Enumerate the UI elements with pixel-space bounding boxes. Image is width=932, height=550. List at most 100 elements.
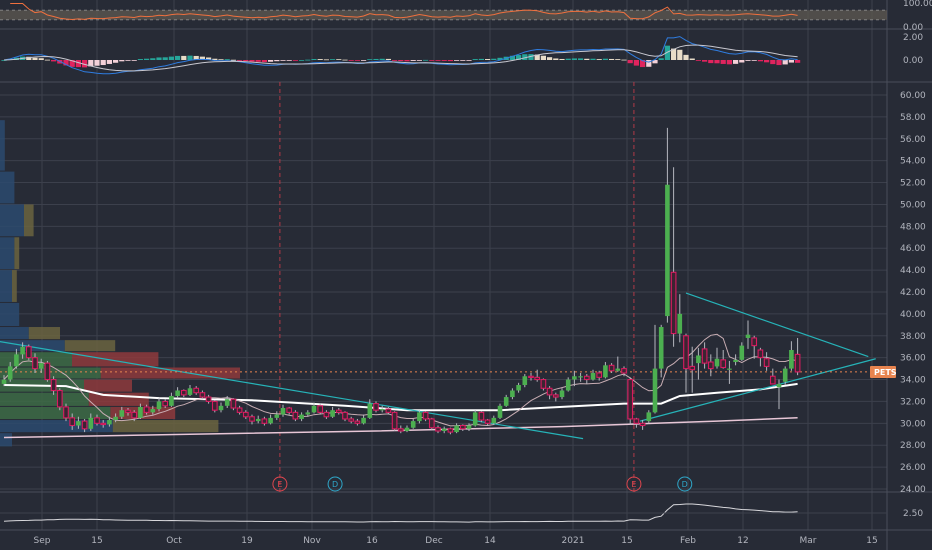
candle[interactable] bbox=[608, 363, 615, 373]
candle[interactable] bbox=[522, 374, 528, 388]
candle[interactable] bbox=[63, 403, 69, 422]
candle[interactable] bbox=[113, 413, 118, 423]
candle[interactable] bbox=[472, 410, 478, 427]
dividend-marker[interactable] bbox=[677, 476, 693, 492]
candle[interactable] bbox=[44, 360, 51, 382]
candle[interactable] bbox=[205, 394, 212, 404]
dividend-marker[interactable] bbox=[327, 476, 343, 492]
candle[interactable] bbox=[707, 354, 714, 377]
trendline[interactable] bbox=[639, 358, 876, 422]
candle[interactable] bbox=[162, 399, 169, 408]
candle[interactable] bbox=[789, 341, 794, 371]
candle[interactable] bbox=[218, 402, 224, 413]
candle[interactable] bbox=[763, 352, 770, 371]
candle[interactable] bbox=[701, 342, 708, 369]
candle[interactable] bbox=[794, 337, 801, 376]
candle[interactable] bbox=[714, 347, 720, 369]
candle[interactable] bbox=[131, 410, 138, 422]
candle[interactable] bbox=[224, 395, 230, 408]
candle[interactable] bbox=[1, 375, 7, 387]
candle[interactable] bbox=[255, 415, 261, 424]
candle[interactable] bbox=[119, 406, 125, 419]
candle[interactable] bbox=[782, 366, 788, 386]
candle[interactable] bbox=[670, 167, 677, 347]
candle[interactable] bbox=[583, 374, 590, 384]
candle[interactable] bbox=[552, 392, 559, 402]
candle[interactable] bbox=[25, 344, 32, 360]
candle[interactable] bbox=[683, 333, 689, 393]
candle[interactable] bbox=[323, 410, 330, 419]
candle[interactable] bbox=[305, 410, 311, 417]
candle[interactable] bbox=[69, 413, 76, 430]
candle[interactable] bbox=[652, 324, 658, 414]
candle[interactable] bbox=[261, 416, 268, 426]
candle[interactable] bbox=[81, 418, 88, 433]
candle[interactable] bbox=[20, 342, 25, 359]
candle[interactable] bbox=[236, 405, 243, 415]
candle[interactable] bbox=[410, 418, 416, 429]
candle[interactable] bbox=[689, 346, 696, 393]
candle[interactable] bbox=[242, 410, 249, 419]
macd-pane[interactable] bbox=[1, 36, 801, 75]
candle[interactable] bbox=[150, 405, 156, 415]
candle[interactable] bbox=[107, 416, 112, 427]
candle[interactable] bbox=[292, 410, 299, 422]
candle[interactable] bbox=[199, 390, 206, 400]
candle[interactable] bbox=[311, 402, 317, 414]
candle[interactable] bbox=[503, 394, 509, 407]
candle[interactable] bbox=[354, 418, 361, 426]
candle[interactable] bbox=[100, 420, 107, 428]
candle[interactable] bbox=[720, 349, 727, 369]
candle[interactable] bbox=[745, 320, 751, 349]
candle[interactable] bbox=[757, 347, 764, 367]
candle[interactable] bbox=[603, 362, 608, 379]
candle[interactable] bbox=[32, 353, 38, 373]
candle[interactable] bbox=[578, 372, 583, 382]
candle[interactable] bbox=[138, 403, 143, 419]
earnings-marker[interactable] bbox=[626, 476, 642, 492]
candle[interactable] bbox=[696, 347, 701, 380]
candle[interactable] bbox=[639, 420, 646, 430]
candle[interactable] bbox=[404, 425, 410, 433]
candle[interactable] bbox=[38, 358, 44, 373]
candle[interactable] bbox=[776, 379, 782, 410]
candle[interactable] bbox=[175, 387, 180, 399]
candle[interactable] bbox=[497, 403, 503, 419]
candle[interactable] bbox=[268, 414, 273, 425]
candle[interactable] bbox=[280, 404, 286, 417]
candle[interactable] bbox=[361, 414, 366, 425]
candle[interactable] bbox=[428, 417, 435, 430]
candle[interactable] bbox=[330, 406, 335, 418]
candle[interactable] bbox=[7, 362, 13, 382]
candle[interactable] bbox=[516, 382, 521, 393]
candle[interactable] bbox=[56, 388, 63, 411]
candle[interactable] bbox=[417, 410, 422, 424]
candle[interactable] bbox=[317, 403, 324, 415]
candle[interactable] bbox=[373, 401, 379, 413]
candle[interactable] bbox=[665, 127, 670, 323]
candle[interactable] bbox=[14, 348, 19, 369]
candle[interactable] bbox=[627, 377, 634, 425]
candle[interactable] bbox=[385, 406, 392, 415]
candle[interactable] bbox=[454, 423, 459, 434]
candle[interactable] bbox=[367, 399, 373, 419]
candle[interactable] bbox=[50, 376, 57, 395]
candle[interactable] bbox=[397, 425, 404, 434]
candle[interactable] bbox=[391, 411, 398, 431]
candle[interactable] bbox=[230, 398, 237, 411]
candle[interactable] bbox=[478, 411, 485, 423]
trendline[interactable] bbox=[685, 292, 869, 358]
candle[interactable] bbox=[299, 412, 304, 422]
candle[interactable] bbox=[484, 418, 491, 426]
candle[interactable] bbox=[769, 368, 776, 385]
candle[interactable] bbox=[348, 416, 355, 424]
lower-indicator-pane[interactable] bbox=[3, 503, 798, 523]
candle[interactable] bbox=[211, 400, 218, 413]
candle[interactable] bbox=[342, 411, 348, 422]
candle[interactable] bbox=[751, 335, 758, 359]
candle[interactable] bbox=[727, 360, 732, 384]
candle[interactable] bbox=[379, 405, 385, 413]
